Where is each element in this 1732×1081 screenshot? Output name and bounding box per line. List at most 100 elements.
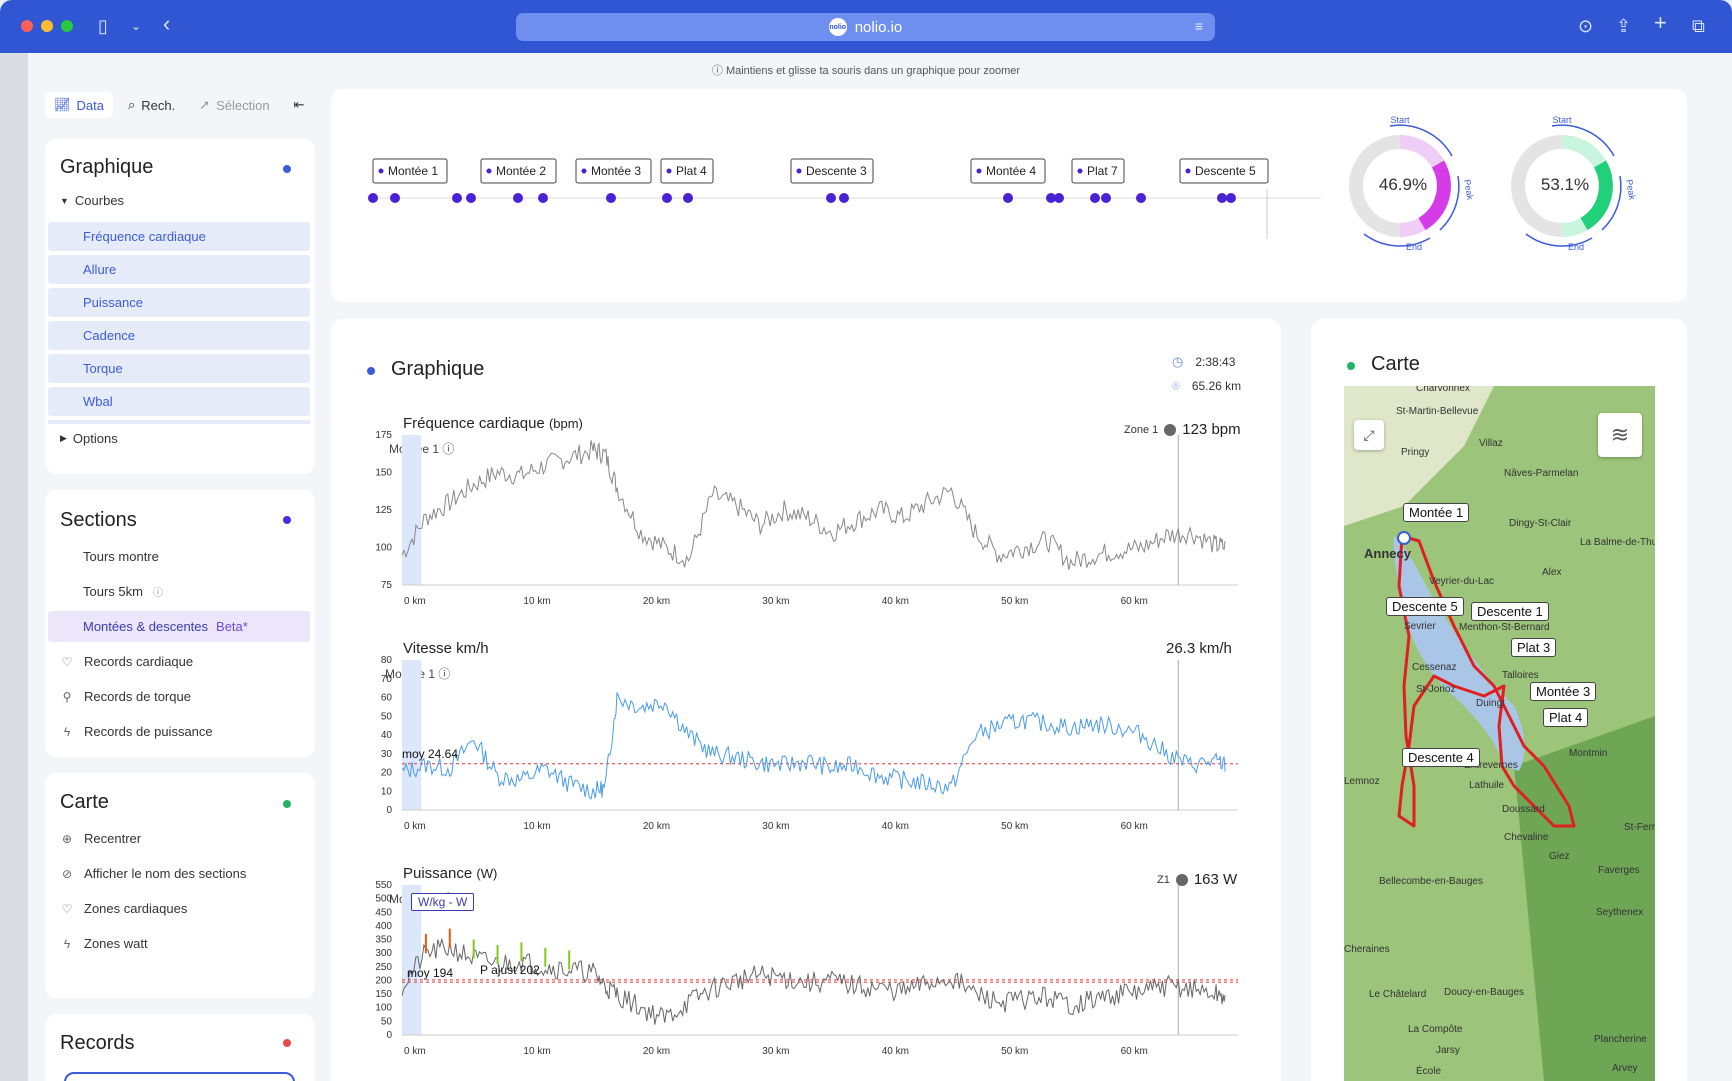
curve-item[interactable]: Puissance — [48, 288, 310, 317]
curve-item[interactable]: Fréquence cardiaque — [48, 222, 310, 251]
y-tick-label: 175 — [375, 430, 392, 441]
y-tick-label: 50 — [381, 711, 393, 722]
unit-toggle-button[interactable]: W/kg - W — [411, 893, 475, 911]
map-section-label[interactable]: Montée 1 — [1403, 503, 1470, 522]
power-chart[interactable]: 0 50 100 150 200 250 300 350 400 450 500 550 0 km 10 … — [360, 875, 1250, 1060]
x-tick-label: 0 km — [404, 1046, 426, 1057]
options-toggle[interactable]: ▶ Options — [60, 431, 118, 446]
records-button[interactable] — [64, 1072, 295, 1081]
donut-start-label: Start — [1552, 115, 1572, 125]
show-section-names-item[interactable]: ⊘ Afficher le nom des sections — [61, 866, 247, 881]
curve-item[interactable]: Wbal — [48, 387, 310, 416]
zoom-hint: ⓘ Maintiens et glisse ta souris dans un … — [711, 65, 1021, 77]
map-section-label[interactable]: Descente 5 — [1386, 597, 1464, 616]
map-section-label[interactable]: Montée 3 — [1530, 682, 1597, 701]
x-tick-label: 60 km — [1121, 1046, 1148, 1057]
map-section-label[interactable]: Descente 1 — [1471, 602, 1549, 621]
status-dot — [1347, 362, 1355, 370]
timeline-chart[interactable]: Montée 1 Montée 2 Montée 3 Plat 4 Descente 3… — [331, 89, 1687, 302]
timeline-marker — [662, 193, 672, 203]
timeline-marker — [452, 193, 462, 203]
chevron-down-icon[interactable]: ⌄ — [131, 19, 142, 33]
maximize-window-button[interactable] — [61, 20, 73, 32]
label-box — [1179, 158, 1269, 184]
map-title: Carte — [1371, 353, 1420, 375]
download-icon[interactable]: ⊙ — [1578, 16, 1594, 36]
curve-item[interactable]: Torque — [48, 354, 310, 383]
map-town: Plancherine — [1594, 1034, 1647, 1045]
cursor-icon: ➚ — [199, 97, 211, 112]
layers-button[interactable]: ≋ — [1598, 413, 1642, 457]
status-dot — [283, 800, 291, 808]
back-icon[interactable]: ‹ — [163, 11, 171, 36]
map-section-label[interactable]: Descente 4 — [1402, 748, 1480, 767]
y-tick-label: 300 — [375, 948, 392, 959]
chart-icon: 📈︎ — [54, 97, 71, 112]
timeline-marker — [1136, 193, 1146, 203]
series-line — [401, 692, 1226, 800]
y-tick-label: 150 — [375, 468, 392, 479]
donut-peak-label: Peak — [1462, 179, 1475, 201]
x-tick-label: 40 km — [882, 821, 909, 832]
recenter-item[interactable]: ⊕ Recentrer — [61, 831, 142, 846]
new-tab-icon[interactable]: + — [1654, 10, 1667, 35]
tabs-overview-icon[interactable]: ⧉ — [1692, 16, 1705, 36]
donut-value: 46.9% — [1378, 175, 1428, 194]
records-torque-item[interactable]: ⚲ Records de torque — [60, 689, 191, 704]
timeline-marker — [1101, 193, 1111, 203]
hr-chart[interactable]: 75 100 125 150 175 0 km 10 km 20 km 30 km 40 km 50… — [360, 425, 1250, 610]
power-adjusted-label: P ajust 202 — [480, 963, 540, 977]
x-tick-label: 20 km — [643, 1046, 670, 1057]
url-bar[interactable]: nolio nolio.io ≡ — [516, 13, 1215, 41]
map-section-label[interactable]: Plat 3 — [1511, 638, 1557, 657]
section-item-tours-5km[interactable]: Tours 5km ⓘ — [83, 584, 163, 599]
map-town: St-Martin-Bellevue — [1396, 406, 1479, 417]
zone-dot — [1164, 423, 1177, 436]
heart-zones-item[interactable]: ♡ Zones cardiaques — [61, 901, 188, 916]
tab-data[interactable]: 📈︎ Data — [45, 92, 113, 118]
section-item-montees-descentes[interactable]: Montées & descentes Beta* — [48, 611, 310, 642]
minimize-window-button[interactable] — [41, 20, 53, 32]
expand-map-button[interactable]: ⤢ — [1354, 420, 1384, 450]
lap-highlight — [402, 435, 422, 585]
label-box — [1071, 158, 1125, 184]
label-text: Montée 3 — [591, 164, 641, 178]
label-dot — [1077, 168, 1083, 174]
y-tick-label: 50 — [381, 1016, 393, 1027]
label-text: Montée 4 — [986, 164, 1036, 178]
map[interactable]: ⤢ ≋ Charvonnex St-Martin-Bellevue Villaz… — [1344, 386, 1655, 1081]
tab-selection[interactable]: ➚ Sélection — [199, 97, 270, 113]
tab-search[interactable]: ⌕ Rech. — [127, 97, 176, 113]
sidebar-toggle-icon[interactable]: ▯ — [98, 16, 108, 36]
donut-end-label: End — [1406, 242, 1422, 252]
curve-item[interactable]: Allure — [48, 255, 310, 284]
map-canvas[interactable] — [1344, 386, 1655, 1081]
speed-chart[interactable]: 0 10 20 30 40 50 60 70 80 0 km 10 km 20 km 30 km 40 k… — [360, 650, 1250, 835]
curve-item[interactable]: Cadence — [48, 321, 310, 350]
records-cardiaque-item[interactable]: ♡ Records cardiaque — [61, 654, 194, 669]
label-dot — [486, 168, 492, 174]
x-tick-label: 10 km — [523, 596, 550, 607]
sections-title: Sections — [60, 509, 137, 531]
records-title: Records — [60, 1032, 135, 1054]
sidebar-tabs: 📈︎ Data ⌕ Rech. ➚ Sélection ⇤ — [45, 91, 314, 119]
records-card — [45, 1014, 315, 1081]
close-window-button[interactable] — [21, 20, 33, 32]
watt-zones-item[interactable]: ϟ Zones watt — [60, 936, 148, 951]
heart-icon: ♡ — [61, 901, 73, 916]
timeline-marker — [1046, 193, 1056, 203]
label-dot — [666, 168, 672, 174]
background-window — [0, 53, 28, 1081]
x-tick-label: 30 km — [762, 821, 789, 832]
courbes-toggle[interactable]: ▼ Courbes — [60, 193, 125, 208]
share-icon[interactable]: ⇪ — [1616, 16, 1632, 36]
records-puissance-item[interactable]: ϟ Records de puissance — [60, 724, 213, 739]
donut-start-label: Start — [1390, 115, 1410, 125]
map-town: St-Jorioz — [1416, 684, 1456, 695]
peak-arrow — [1601, 175, 1622, 231]
collapse-sidebar-button[interactable]: ⇤ — [285, 92, 314, 118]
section-item-tours-montre[interactable]: Tours montre — [83, 549, 159, 564]
reader-icon[interactable]: ≡ — [1194, 18, 1203, 34]
map-section-label[interactable]: Plat 4 — [1543, 708, 1589, 727]
map-town: Duingt — [1476, 698, 1505, 709]
